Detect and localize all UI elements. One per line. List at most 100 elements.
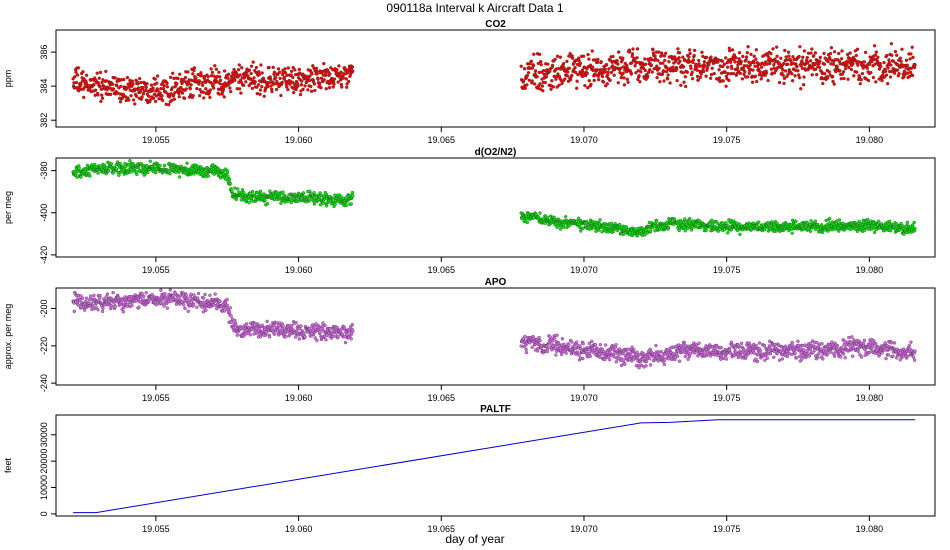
- data-point: [702, 60, 707, 64]
- data-point: [111, 82, 115, 86]
- data-point: [282, 193, 287, 198]
- data-point: [164, 90, 168, 94]
- data-point: [668, 81, 672, 85]
- data-point: [127, 98, 131, 102]
- data-point: [912, 220, 916, 225]
- data-point: [98, 84, 102, 89]
- data-point: [525, 74, 529, 78]
- data-point: [653, 54, 657, 58]
- data-point: [728, 60, 733, 64]
- data-point: [336, 334, 340, 339]
- data-point: [889, 42, 894, 46]
- data-point: [258, 88, 263, 92]
- data-point: [250, 86, 255, 91]
- data-point: [739, 341, 744, 346]
- data-point: [768, 351, 773, 356]
- data-point: [296, 199, 300, 204]
- data-point: [846, 52, 850, 57]
- data-point: [327, 85, 332, 90]
- data-point: [581, 226, 585, 230]
- data-point: [759, 65, 764, 69]
- data-point: [837, 218, 842, 222]
- data-point: [847, 65, 851, 70]
- data-point: [74, 80, 79, 85]
- data-point: [553, 57, 557, 62]
- data-point: [96, 308, 100, 312]
- data-point: [189, 83, 193, 87]
- data-point: [826, 59, 830, 64]
- data-point: [871, 75, 876, 80]
- data-point: [766, 221, 770, 225]
- data-point: [214, 67, 219, 71]
- data-point: [555, 54, 560, 58]
- data-point: [837, 229, 841, 233]
- data-point: [93, 88, 98, 92]
- data-point: [131, 98, 136, 102]
- data-point: [608, 358, 612, 362]
- data-point: [772, 355, 776, 359]
- data-point: [724, 221, 728, 225]
- data-point: [872, 230, 877, 235]
- data-point: [130, 79, 134, 83]
- data-point: [184, 293, 188, 297]
- data-point: [301, 87, 305, 92]
- data-point: [604, 343, 608, 347]
- data-point: [158, 163, 162, 168]
- data-point: [744, 58, 748, 62]
- data-point: [655, 64, 659, 68]
- data-point: [242, 190, 246, 195]
- data-point: [601, 80, 606, 84]
- data-point: [119, 84, 123, 89]
- data-point: [523, 334, 527, 339]
- data-point: [232, 67, 236, 72]
- data-point: [824, 218, 828, 223]
- data-point: [549, 87, 553, 91]
- panel-title: d(O2/N2): [475, 147, 517, 158]
- data-point: [621, 71, 625, 75]
- data-point: [316, 77, 320, 81]
- data-point: [576, 72, 580, 77]
- data-point: [797, 76, 802, 80]
- data-point: [813, 51, 818, 55]
- data-point: [769, 51, 773, 56]
- data-point: [318, 203, 323, 207]
- x-tick-label: 19.055: [142, 265, 170, 275]
- data-point: [826, 76, 830, 80]
- data-point: [155, 74, 160, 78]
- data-point: [128, 159, 132, 163]
- data-point: [588, 351, 592, 356]
- data-point: [882, 75, 887, 79]
- data-point: [802, 75, 806, 79]
- data-point: [848, 51, 852, 55]
- data-point: [777, 358, 782, 362]
- data-point: [573, 70, 578, 75]
- data-point: [227, 310, 232, 314]
- data-point: [168, 288, 172, 292]
- data-point: [598, 218, 602, 222]
- data-point: [624, 225, 629, 229]
- data-point: [731, 71, 736, 76]
- data-point: [201, 300, 205, 304]
- data-point: [204, 87, 208, 91]
- data-point: [319, 193, 324, 198]
- data-point: [724, 56, 728, 60]
- data-point: [752, 54, 756, 58]
- data-point: [676, 47, 680, 51]
- data-point: [172, 97, 177, 101]
- data-point: [859, 355, 864, 359]
- data-point: [631, 47, 635, 51]
- data-point: [239, 91, 243, 95]
- data-point: [889, 341, 894, 345]
- data-point: [895, 53, 899, 57]
- data-point: [638, 80, 642, 84]
- data-point: [683, 217, 687, 221]
- data-point: [555, 333, 559, 337]
- data-point: [862, 60, 867, 64]
- data-point: [82, 95, 86, 100]
- data-point: [533, 69, 538, 73]
- data-point: [293, 68, 297, 72]
- data-point: [771, 47, 775, 51]
- data-point: [106, 169, 111, 173]
- data-point: [312, 202, 317, 206]
- data-point: [99, 99, 103, 104]
